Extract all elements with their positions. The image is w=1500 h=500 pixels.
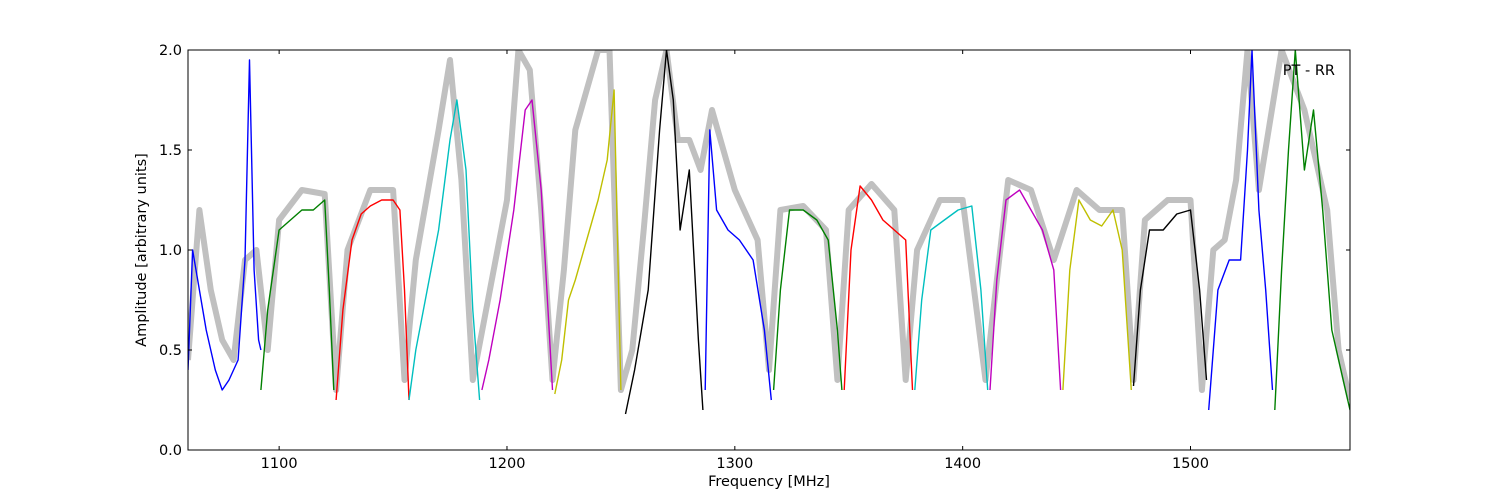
series-line-3 <box>335 199 410 401</box>
series-line-12 <box>989 189 1062 391</box>
y-tick-label: 0.0 <box>159 443 182 459</box>
series-line-7 <box>624 50 704 415</box>
series-layer <box>188 50 1350 415</box>
series-line-15 <box>1208 50 1274 411</box>
series-line-14 <box>1132 209 1208 387</box>
x-tick-label: 1400 <box>944 456 981 472</box>
series-line-5 <box>481 99 554 391</box>
y-axis-label: Amplitude [arbitrary units] <box>134 153 150 347</box>
y-tick-label: 0.5 <box>159 343 182 359</box>
y-tick-label: 1.0 <box>159 243 182 259</box>
ticks-layer: 1100 1200 1300 1400 1500 0.0 0.5 1.0 1.5 2.0 <box>159 43 1350 472</box>
y-tick-label: 1.5 <box>159 143 182 159</box>
series-line-16 <box>1274 50 1350 411</box>
panel-annotation: PT - RR <box>1283 63 1335 79</box>
series-line-8 <box>704 129 772 401</box>
x-tick-label: 1200 <box>489 456 526 472</box>
plot-frame <box>187 49 1351 451</box>
series-line-10 <box>843 185 914 391</box>
series-line-4 <box>408 99 481 401</box>
series-line-6 <box>554 89 622 395</box>
series-line-2 <box>260 199 335 391</box>
envelope-trace <box>188 50 1350 401</box>
series-line-9 <box>772 209 843 391</box>
x-tick-label: 1300 <box>716 456 753 472</box>
y-tick-label: 2.0 <box>159 43 182 59</box>
x-tick-label: 1500 <box>1172 456 1209 472</box>
x-tick-label: 1100 <box>261 456 298 472</box>
series-line-1 <box>188 59 262 391</box>
x-axis-label: Frequency [MHz] <box>708 474 830 490</box>
envelope-layer <box>188 50 1350 401</box>
series-line-13 <box>1062 199 1132 391</box>
series-line-11 <box>914 205 989 391</box>
